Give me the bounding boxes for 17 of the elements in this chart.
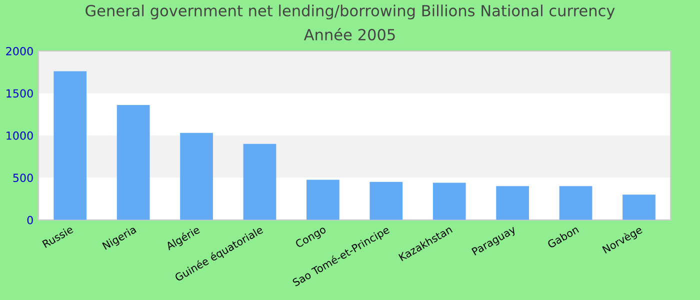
chart-title: General government net lending/borrowing Billions National currency xyxy=(86,4,615,20)
bar xyxy=(306,180,340,220)
chart-subtitle: Année 2005 xyxy=(304,28,395,40)
bar xyxy=(559,186,592,220)
bar xyxy=(622,194,656,220)
y-tick-label: 500 xyxy=(13,174,33,182)
bar xyxy=(496,186,530,220)
y-tick-label: 1000 xyxy=(6,131,33,140)
bar xyxy=(54,71,87,220)
y-tick-label: 2000 xyxy=(6,46,33,56)
bar xyxy=(180,132,213,220)
y-tick-label: 1500 xyxy=(6,89,33,98)
bar xyxy=(432,182,466,220)
bar xyxy=(370,182,403,220)
bar xyxy=(116,105,150,220)
y-tick-label: 0 xyxy=(27,216,33,224)
bar xyxy=(243,144,276,220)
